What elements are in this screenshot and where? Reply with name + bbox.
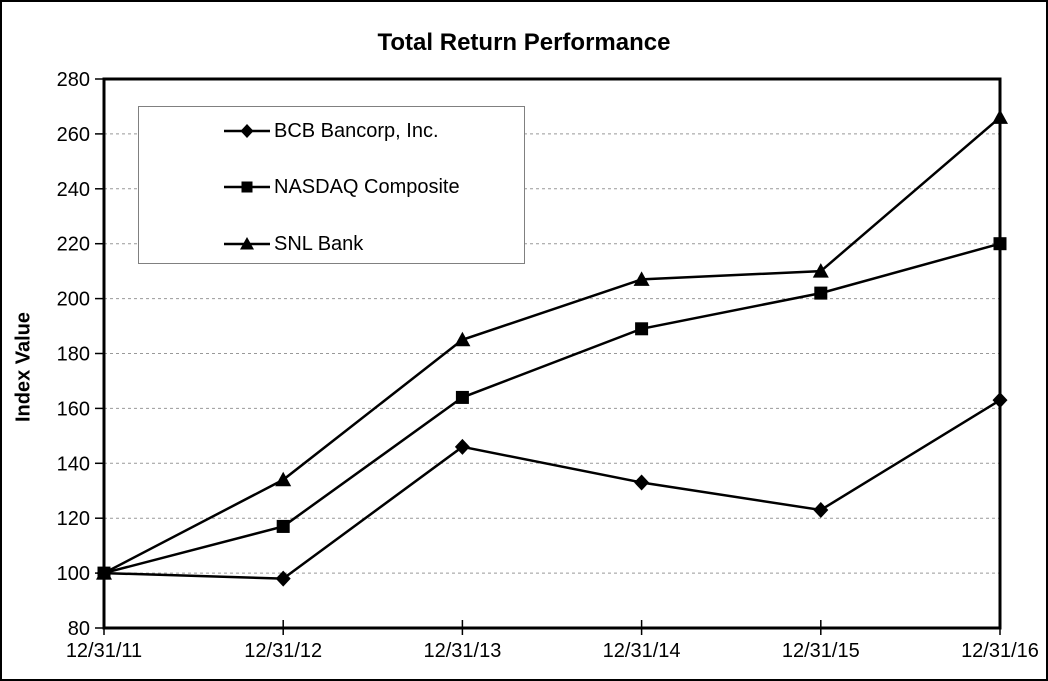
series-line-0 — [103, 399, 1001, 580]
legend-label-nasdaq-composite: NASDAQ Composite — [274, 175, 460, 198]
legend-label-snl-bank: SNL Bank — [274, 232, 364, 255]
diamond-data-marker — [634, 474, 650, 491]
diamond-data-marker — [275, 570, 291, 587]
square-marker-icon — [224, 181, 270, 193]
triangle-marker-icon — [224, 237, 270, 250]
square-data-marker — [635, 322, 649, 336]
diamond-marker-icon — [224, 124, 270, 138]
diamond-data-marker — [813, 501, 829, 518]
square-data-marker — [814, 286, 828, 300]
y-tick-label: 260 — [57, 124, 90, 146]
x-tick-label: 12/31/14 — [603, 640, 681, 662]
x-tick-label: 12/31/15 — [782, 640, 860, 662]
y-tick-label: 100 — [57, 563, 90, 585]
y-tick-label: 240 — [57, 179, 90, 201]
triangle-data-marker — [454, 331, 471, 347]
x-tick-label: 12/31/13 — [423, 640, 501, 662]
triangle-data-marker — [812, 263, 829, 278]
x-tick-label: 12/31/16 — [961, 640, 1039, 662]
y-tick-label: 200 — [57, 289, 90, 311]
diamond-data-marker — [454, 438, 470, 455]
x-tick-label: 12/31/12 — [244, 640, 322, 662]
series-line-2 — [103, 116, 1001, 575]
diamond-marker-glyph — [240, 124, 254, 138]
diamond-data-marker — [992, 392, 1008, 409]
chart-legend: BCB Bancorp, Inc. NASDAQ Composite SNL B… — [138, 106, 525, 264]
legend-item-snl-bank: SNL Bank — [224, 233, 363, 255]
y-tick-label: 160 — [57, 398, 90, 420]
y-tick-label: 140 — [57, 453, 90, 475]
legend-label-bcb-bancorp: BCB Bancorp, Inc. — [274, 119, 439, 142]
x-tick-label: 12/31/11 — [66, 640, 142, 662]
y-tick-label: 80 — [68, 618, 90, 640]
y-tick-label: 180 — [57, 344, 90, 366]
y-tick-label: 280 — [57, 69, 90, 91]
triangle-marker-glyph — [240, 237, 254, 250]
square-data-marker — [455, 390, 469, 404]
legend-item-nasdaq-composite: NASDAQ Composite — [224, 176, 460, 198]
series-line-1 — [103, 242, 1001, 575]
y-tick-label: 220 — [57, 234, 90, 256]
y-tick-label: 120 — [57, 508, 90, 530]
chart-title: Total Return Performance — [377, 29, 671, 56]
legend-item-bcb-bancorp: BCB Bancorp, Inc. — [224, 120, 439, 142]
square-data-marker — [993, 237, 1007, 251]
triangle-data-marker — [96, 565, 112, 580]
square-marker-glyph — [241, 181, 253, 193]
triangle-data-marker — [992, 109, 1008, 124]
square-data-marker — [276, 519, 290, 533]
triangle-data-marker — [275, 471, 292, 487]
triangle-data-marker — [633, 271, 650, 286]
